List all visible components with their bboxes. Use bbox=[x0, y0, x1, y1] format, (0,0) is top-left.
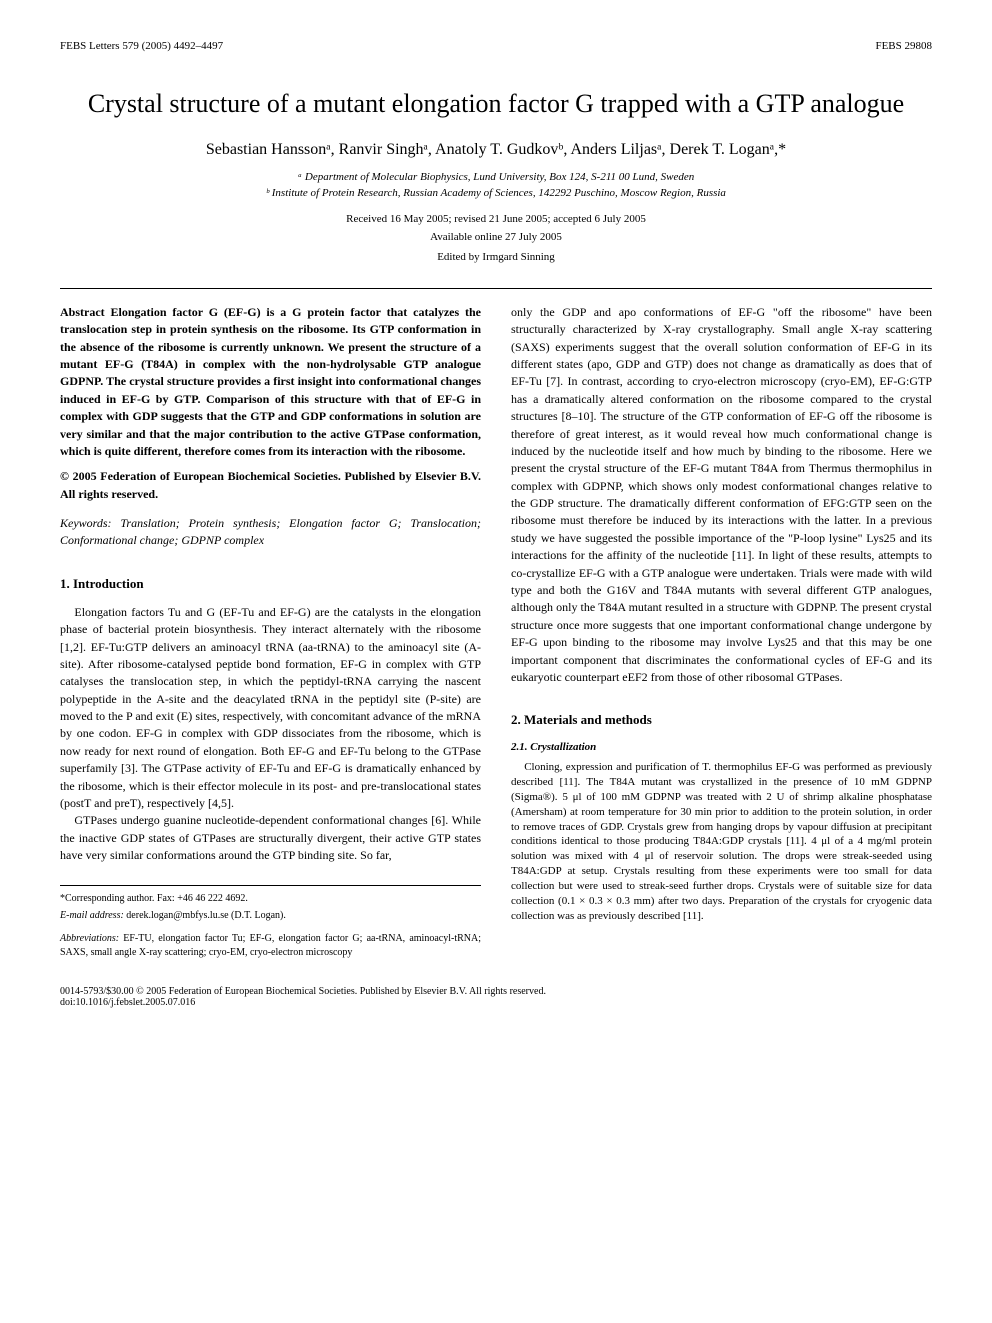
keywords-block: Keywords: Translation; Protein synthesis… bbox=[60, 515, 481, 550]
header-divider bbox=[60, 288, 932, 289]
email-label: E-mail address: bbox=[60, 910, 124, 921]
article-title: Crystal structure of a mutant elongation… bbox=[60, 87, 932, 121]
journal-id: FEBS 29808 bbox=[875, 40, 932, 52]
article-body: Abstract Elongation factor G (EF-G) is a… bbox=[60, 304, 932, 961]
email-address[interactable]: derek.logan@mbfys.lu.se (D.T. Logan). bbox=[126, 910, 286, 921]
abstract-text: Elongation factor G (EF-G) is a G protei… bbox=[60, 305, 481, 458]
affiliation-b: ᵇ Institute of Protein Research, Russian… bbox=[60, 187, 932, 199]
dates-received: Received 16 May 2005; revised 21 June 20… bbox=[60, 213, 932, 225]
affiliation-a: ᵃ Department of Molecular Biophysics, Lu… bbox=[60, 171, 932, 183]
footnote-section: *Corresponding author. Fax: +46 46 222 4… bbox=[60, 885, 481, 961]
methods-subheading: 2.1. Crystallization bbox=[511, 740, 932, 756]
intro-para-2: GTPases undergo guanine nucleotide-depen… bbox=[60, 812, 481, 864]
footer-block: 0014-5793/$30.00 © 2005 Federation of Eu… bbox=[60, 986, 932, 1008]
abbreviations-line: Abbreviations: EF-TU, elongation factor … bbox=[60, 932, 481, 961]
abstract-copyright: © 2005 Federation of European Biochemica… bbox=[60, 468, 481, 503]
corresponding-author: *Corresponding author. Fax: +46 46 222 4… bbox=[60, 892, 481, 907]
date-available: Available online 27 July 2005 bbox=[60, 231, 932, 243]
methods-text: Cloning, expression and purification of … bbox=[511, 760, 932, 923]
methods-heading: 2. Materials and methods bbox=[511, 711, 932, 730]
footer-doi: doi:10.1016/j.febslet.2005.07.016 bbox=[60, 997, 932, 1008]
abstract-label: Abstract bbox=[60, 305, 105, 319]
journal-header: FEBS Letters 579 (2005) 4492–4497 FEBS 2… bbox=[60, 40, 932, 52]
edited-by: Edited by Irmgard Sinning bbox=[60, 251, 932, 263]
intro-para-3: only the GDP and apo conformations of EF… bbox=[511, 304, 932, 687]
keywords-text: Translation; Protein synthesis; Elongati… bbox=[60, 516, 481, 547]
abstract-block: Abstract Elongation factor G (EF-G) is a… bbox=[60, 304, 481, 461]
journal-citation: FEBS Letters 579 (2005) 4492–4497 bbox=[60, 40, 223, 52]
keywords-label: Keywords: bbox=[60, 516, 112, 530]
email-line: E-mail address: derek.logan@mbfys.lu.se … bbox=[60, 909, 481, 924]
abbreviations-text: EF-TU, elongation factor Tu; EF-G, elong… bbox=[60, 933, 481, 959]
footer-copyright: 0014-5793/$30.00 © 2005 Federation of Eu… bbox=[60, 986, 932, 997]
intro-heading: 1. Introduction bbox=[60, 575, 481, 594]
abbreviations-label: Abbreviations: bbox=[60, 933, 119, 944]
intro-para-1: Elongation factors Tu and G (EF-Tu and E… bbox=[60, 604, 481, 813]
authors-list: Sebastian Hanssonᵃ, Ranvir Singhᵃ, Anato… bbox=[60, 141, 932, 159]
